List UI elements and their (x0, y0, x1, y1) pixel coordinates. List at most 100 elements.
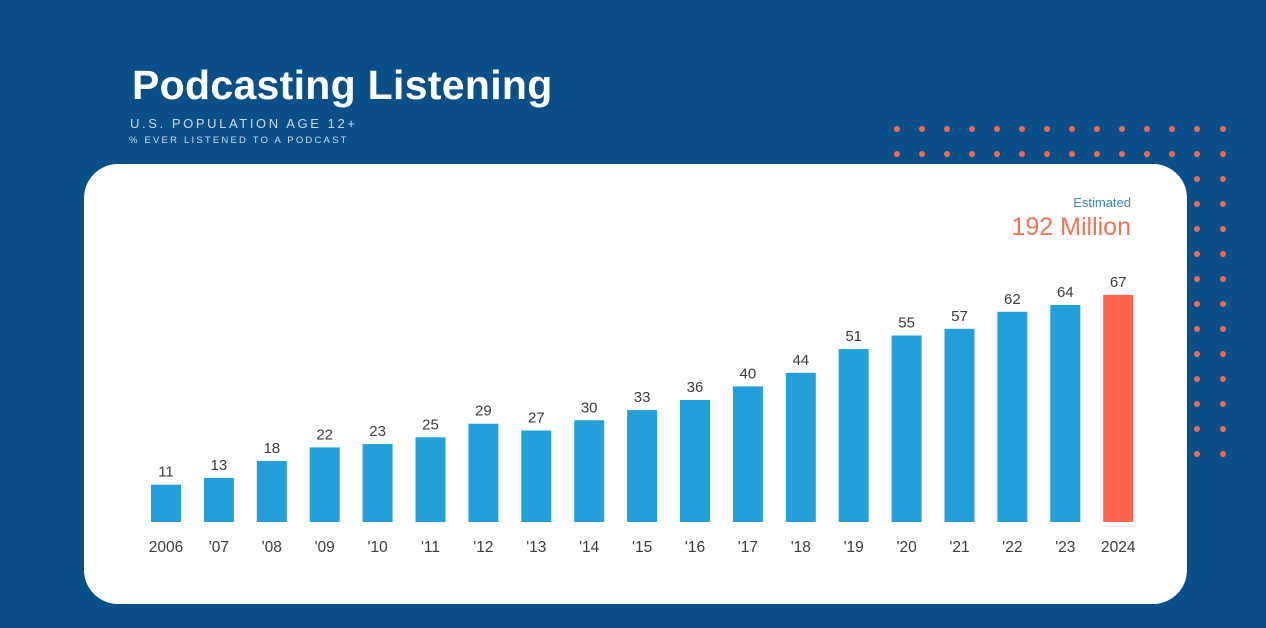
x-tick-label: '22 (1002, 539, 1022, 556)
decorative-dot (1119, 126, 1125, 132)
estimate-label: Estimated (1073, 195, 1131, 210)
bar (732, 386, 763, 522)
x-tick-label: '15 (632, 539, 652, 556)
bar-value-label: 27 (528, 410, 545, 427)
bar (891, 335, 922, 522)
bar (309, 447, 340, 522)
chart-subtitle-secondary: % EVER LISTENED TO A PODCAST (129, 135, 349, 146)
decorative-dot (1220, 451, 1226, 457)
decorative-dot (1094, 126, 1100, 132)
decorative-dot (969, 151, 975, 157)
x-tick-label: '14 (579, 539, 600, 556)
x-tick-label: '10 (367, 539, 388, 556)
bar-value-label: 23 (369, 423, 386, 440)
decorative-dot (1069, 126, 1075, 132)
decorative-dot (1220, 151, 1226, 157)
decorative-dot (1220, 276, 1226, 282)
x-tick-label: '11 (421, 539, 440, 556)
bar-value-label: 13 (211, 457, 228, 474)
chart-subtitle: U.S. POPULATION AGE 12+ (130, 116, 358, 131)
x-tick-label: 2024 (1101, 539, 1136, 556)
chart-card: Estimated 192 Million 11 2006 13 '07 18 '08 22… (84, 164, 1187, 604)
decorative-dot (1069, 151, 1075, 157)
decorative-dot (1194, 126, 1200, 132)
bar (680, 400, 710, 522)
bar-value-label: 25 (422, 416, 439, 433)
decorative-dot (1094, 151, 1100, 157)
decorative-dot (1220, 126, 1226, 132)
decorative-dot (1144, 151, 1150, 157)
bar-value-label: 44 (792, 352, 809, 369)
bar (997, 311, 1028, 522)
decorative-dot (894, 126, 900, 132)
bar (151, 484, 181, 522)
bar (944, 328, 975, 522)
decorative-dot (1194, 276, 1200, 282)
x-tick-label: '08 (262, 539, 282, 556)
x-tick-label: 2006 (149, 539, 183, 556)
chart-title: Podcasting Listening (132, 62, 553, 108)
bar (1050, 305, 1081, 522)
bar (415, 437, 446, 523)
decorative-dot (1194, 326, 1200, 332)
bar (521, 430, 552, 522)
decorative-dot (994, 126, 1000, 132)
bar-value-label: 36 (687, 379, 704, 396)
bar-value-label: 57 (951, 308, 968, 325)
decorative-dot (1220, 226, 1226, 232)
bar-chart: 11 2006 13 '07 18 '08 22 '09 23 '10 25 '11 29 '12 27 '1… (149, 274, 1136, 556)
bar (838, 349, 869, 522)
x-tick-label: '17 (738, 539, 758, 556)
estimate-value: 192 Million (1011, 213, 1131, 241)
bar-value-label: 29 (475, 403, 492, 420)
decorative-dot (1194, 301, 1200, 307)
decorative-dot (1220, 251, 1226, 257)
bar (468, 423, 499, 522)
decorative-dot (1194, 426, 1200, 432)
decorative-dot (1220, 426, 1226, 432)
decorative-dot (1144, 126, 1150, 132)
decorative-dot (1019, 126, 1025, 132)
decorative-dot (944, 126, 950, 132)
bar (203, 477, 234, 522)
decorative-dot (1019, 151, 1025, 157)
x-tick-label: '20 (896, 539, 917, 556)
decorative-dot (1194, 451, 1200, 457)
decorative-dot (919, 126, 925, 132)
decorative-dot (1169, 126, 1175, 132)
bar (362, 444, 393, 522)
bar (256, 461, 287, 522)
x-tick-label: '18 (791, 539, 811, 556)
x-tick-label: '23 (1055, 539, 1075, 556)
decorative-dot (1169, 151, 1175, 157)
decorative-dot (1220, 176, 1226, 182)
decorative-dot (1194, 226, 1200, 232)
decorative-dot (1194, 151, 1200, 157)
decorative-dot (1220, 401, 1226, 407)
decorative-dot (1220, 326, 1226, 332)
decorative-dot (1044, 151, 1050, 157)
bar (1103, 294, 1134, 522)
decorative-dot (1220, 301, 1226, 307)
bar-value-label: 64 (1057, 284, 1074, 301)
x-tick-label: '09 (315, 539, 335, 556)
bar-value-label: 30 (581, 399, 598, 416)
x-tick-label: '12 (473, 539, 493, 556)
decorative-dot (944, 151, 950, 157)
decorative-dot (1220, 376, 1226, 382)
decorative-dot (919, 151, 925, 157)
x-tick-label: '21 (949, 539, 969, 556)
bar-value-label: 62 (1004, 291, 1021, 308)
bar (785, 372, 816, 522)
x-tick-label: '07 (209, 539, 229, 556)
x-tick-label: '19 (844, 539, 864, 556)
bar-value-label: 11 (158, 464, 174, 481)
bar-value-label: 40 (740, 365, 757, 382)
decorative-dot (1220, 351, 1226, 357)
bar (574, 420, 605, 522)
decorative-dot (1044, 126, 1050, 132)
decorative-dot (969, 126, 975, 132)
bar-value-label: 22 (316, 426, 333, 443)
decorative-dot (1194, 376, 1200, 382)
decorative-dot (994, 151, 1000, 157)
